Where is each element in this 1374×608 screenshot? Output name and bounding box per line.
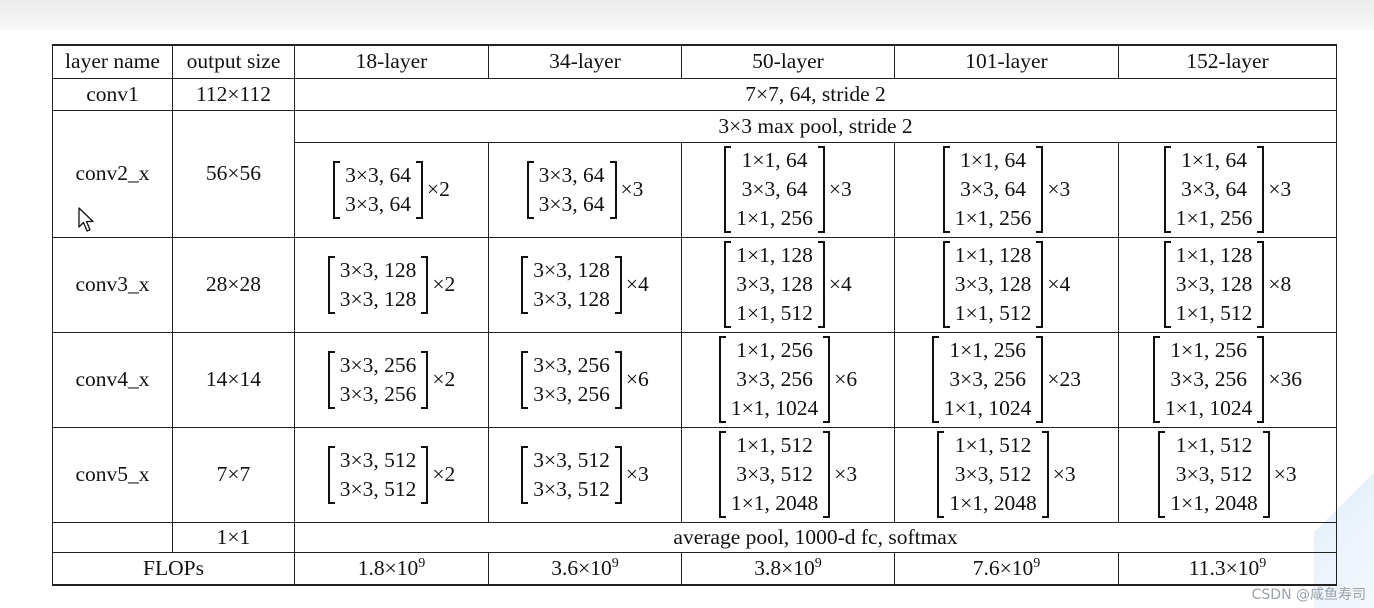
block-cell: 3×3, 64 3×3, 64 ×2	[294, 141, 489, 237]
block-cell: 3×3, 128 3×3, 128 ×4	[488, 236, 682, 332]
header-cell: layer name	[52, 44, 173, 78]
conv1-spec: 7×7, 64, stride 2	[294, 77, 1337, 110]
header-cell: 18-layer	[294, 44, 489, 78]
block-cell: 1×1, 512 3×3, 512 1×1, 2048 ×3	[894, 426, 1119, 522]
flops-value: 1.8×109	[294, 551, 489, 586]
table-row: conv1 112×112 7×7, 64, stride 2	[52, 77, 1337, 110]
resnet-architecture-table: layer name output size 18-layer 34-layer…	[52, 44, 1337, 586]
table-row: conv4_x 14×14 3×3, 256 3×3, 256 ×2 3×3, 25…	[52, 331, 1337, 427]
block-cell: 3×3, 256 3×3, 256 ×6	[488, 331, 682, 427]
block-cell: 3×3, 128 3×3, 128 ×2	[294, 236, 489, 332]
output-size: 1×1	[172, 521, 295, 552]
table-row: conv3_x 28×28 3×3, 128 3×3, 128 ×2 3×3, 12…	[52, 236, 1337, 332]
flops-value: 11.3×109	[1118, 551, 1337, 586]
block-cell: 3×3, 512 3×3, 512 ×2	[294, 426, 489, 522]
top-band	[0, 0, 1374, 30]
final-spec: average pool, 1000-d fc, softmax	[294, 521, 1337, 552]
block-cell: 3×3, 512 3×3, 512 ×3	[488, 426, 682, 522]
layer-name: conv2_x	[52, 109, 173, 237]
header-cell: 50-layer	[681, 44, 895, 78]
block-cell: 3×3, 256 3×3, 256 ×2	[294, 331, 489, 427]
block-cell: 1×1, 64 3×3, 64 1×1, 256 ×3	[1118, 141, 1337, 237]
flops-value: 3.6×109	[488, 551, 682, 586]
flops-value: 3.8×109	[681, 551, 895, 586]
block-cell: 1×1, 512 3×3, 512 1×1, 2048 ×3	[1118, 426, 1337, 522]
output-size: 28×28	[172, 236, 295, 332]
table-row: 1×1 average pool, 1000-d fc, softmax	[52, 521, 1337, 552]
flops-value: 7.6×109	[894, 551, 1119, 586]
layer-name: conv1	[52, 77, 173, 110]
table-row: conv2_x 56×56 3×3 max pool, stride 2	[52, 109, 1337, 237]
table-row: 3×3, 64 3×3, 64 ×2 3×3, 64 3×3, 64 ×3 1×1, 6…	[53, 141, 1337, 237]
header-row: layer name output size 18-layer 34-layer…	[52, 44, 1337, 78]
block-cell: 1×1, 512 3×3, 512 1×1, 2048 ×3	[681, 426, 895, 522]
header-cell: output size	[172, 44, 295, 78]
header-cell: 34-layer	[488, 44, 682, 78]
layer-name: conv5_x	[52, 426, 173, 522]
flops-label: FLOPs	[52, 551, 295, 586]
block-cell: 1×1, 256 3×3, 256 1×1, 1024 ×6	[681, 331, 895, 427]
output-size: 7×7	[172, 426, 295, 522]
table-row: conv5_x 7×7 3×3, 512 3×3, 512 ×2 3×3, 512 3…	[52, 426, 1337, 522]
watermark: CSDN @咸鱼寿司	[1251, 587, 1366, 603]
block-cell: 1×1, 64 3×3, 64 1×1, 256 ×3	[894, 141, 1119, 237]
block-cell: 1×1, 128 3×3, 128 1×1, 512 ×8	[1118, 236, 1337, 332]
layer-name	[52, 521, 173, 552]
block-cell: 1×1, 256 3×3, 256 1×1, 1024 ×36	[1118, 331, 1337, 427]
block-cell: 1×1, 128 3×3, 128 1×1, 512 ×4	[681, 236, 895, 332]
output-size: 14×14	[172, 331, 295, 427]
flops-row: FLOPs 1.8×109 3.6×109 3.8×109 7.6×109 11…	[52, 551, 1337, 586]
layer-name: conv3_x	[52, 236, 173, 332]
max-pool-spec: 3×3 max pool, stride 2	[294, 109, 1337, 142]
block-cell: 1×1, 128 3×3, 128 1×1, 512 ×4	[894, 236, 1119, 332]
block-cell: 3×3, 64 3×3, 64 ×3	[488, 141, 682, 237]
layer-name: conv4_x	[52, 331, 173, 427]
output-size: 112×112	[172, 77, 295, 110]
block-cell: 1×1, 256 3×3, 256 1×1, 1024 ×23	[894, 331, 1119, 427]
block-cell: 1×1, 64 3×3, 64 1×1, 256 ×3	[681, 141, 895, 237]
mouse-pointer-icon	[78, 207, 94, 232]
header-cell: 101-layer	[894, 44, 1119, 78]
output-size: 56×56	[172, 109, 295, 237]
header-cell: 152-layer	[1118, 44, 1337, 78]
